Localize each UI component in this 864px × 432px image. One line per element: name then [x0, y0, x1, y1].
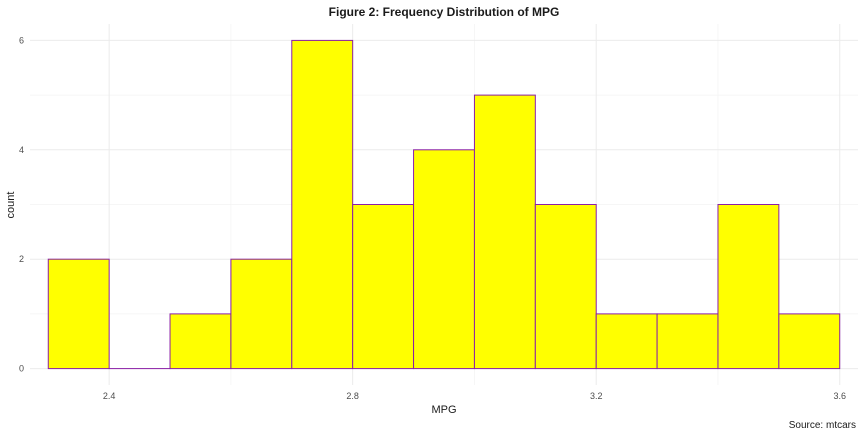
histogram-bar [47, 258, 110, 370]
histogram-bar [534, 204, 597, 370]
x-tick-label: 2.4 [103, 391, 116, 401]
chart-title: Figure 2: Frequency Distribution of MPG [329, 5, 560, 19]
y-tick-label: 4 [19, 145, 24, 155]
histogram-bar [352, 204, 415, 370]
x-axis-label: MPG [431, 404, 456, 416]
x-tick-label: 3.6 [833, 391, 846, 401]
histogram-bar [230, 258, 293, 370]
x-axis-ticks: 2.4 2.8 3.2 3.6 [103, 391, 846, 401]
histogram-bar [169, 313, 232, 370]
histogram-bar [291, 39, 354, 370]
histogram-bar [413, 149, 475, 370]
y-tick-label: 0 [19, 364, 24, 374]
histogram-bar [656, 313, 719, 370]
histogram-bar [595, 313, 658, 370]
x-tick-label: 3.2 [590, 391, 603, 401]
bars [47, 39, 841, 370]
histogram-bar [778, 313, 841, 370]
histogram-bar [473, 94, 536, 370]
chart-caption: Source: mtcars [789, 420, 856, 431]
y-tick-label: 2 [19, 254, 24, 264]
x-tick-label: 2.8 [346, 391, 359, 401]
y-axis-ticks: 0 2 4 6 [19, 35, 24, 373]
y-axis-label: count [5, 192, 17, 219]
histogram-bar [717, 204, 780, 370]
y-tick-label: 6 [19, 35, 24, 45]
